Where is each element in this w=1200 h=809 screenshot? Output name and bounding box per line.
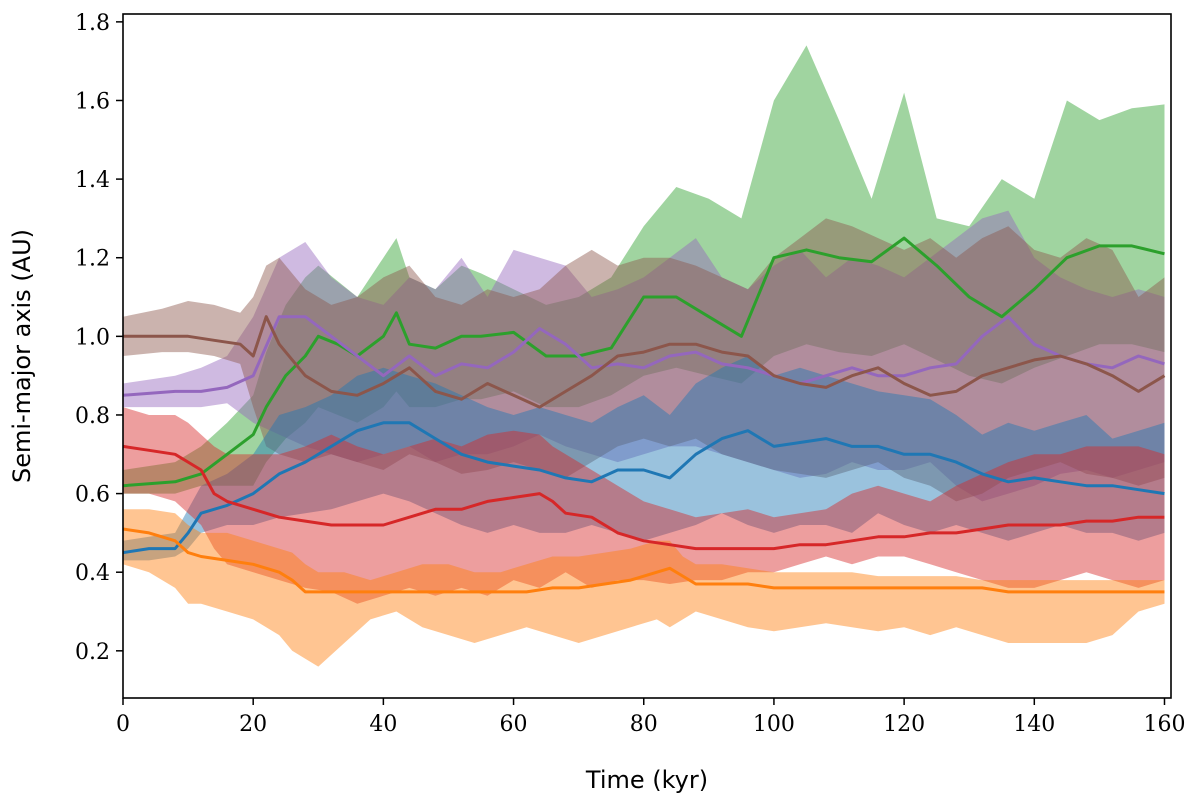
x-axis-label: Time (kyr) <box>585 766 708 794</box>
y-tick-label: 0.8 <box>75 404 110 429</box>
band-brown <box>123 218 1165 502</box>
line-orange <box>122 527 1165 594</box>
x-tick-label: 120 <box>883 712 925 737</box>
x-tick-label: 60 <box>500 712 528 737</box>
x-tick-label: 40 <box>369 712 397 737</box>
line-green <box>122 236 1165 488</box>
band-green <box>123 45 1165 494</box>
x-tick-label: 160 <box>1143 712 1185 737</box>
x-axis: 0 20 40 60 80 100 120 140 160 <box>116 698 1185 737</box>
y-axis: 0.2 0.4 0.6 0.8 1.0 1.2 1.4 1.6 1.8 <box>75 11 123 665</box>
y-tick-label: 1.6 <box>75 89 110 114</box>
x-tick-label: 80 <box>630 712 658 737</box>
y-tick-label: 0.2 <box>75 640 110 665</box>
plot-area <box>122 45 1166 667</box>
band-orange <box>123 509 1165 667</box>
band-red <box>123 407 1165 604</box>
y-tick-label: 1.2 <box>75 247 110 272</box>
line-purple <box>122 315 1165 397</box>
x-tick-label: 0 <box>116 712 130 737</box>
plot-frame <box>122 13 1172 699</box>
y-tick-label: 1.0 <box>75 325 110 350</box>
line-red <box>122 444 1165 551</box>
y-tick-label: 0.6 <box>75 483 110 508</box>
y-axis-label: Semi-major axis (AU) <box>8 229 36 483</box>
band-blue <box>123 356 1165 561</box>
band-purple <box>123 210 1165 502</box>
line-blue <box>122 421 1165 555</box>
line-brown <box>123 315 1166 409</box>
x-tick-label: 20 <box>239 712 267 737</box>
x-tick-label: 100 <box>753 712 795 737</box>
y-tick-label: 1.4 <box>75 168 110 193</box>
y-tick-label: 1.8 <box>75 11 110 36</box>
y-tick-label: 0.4 <box>75 561 110 586</box>
x-tick-label: 140 <box>1013 712 1055 737</box>
